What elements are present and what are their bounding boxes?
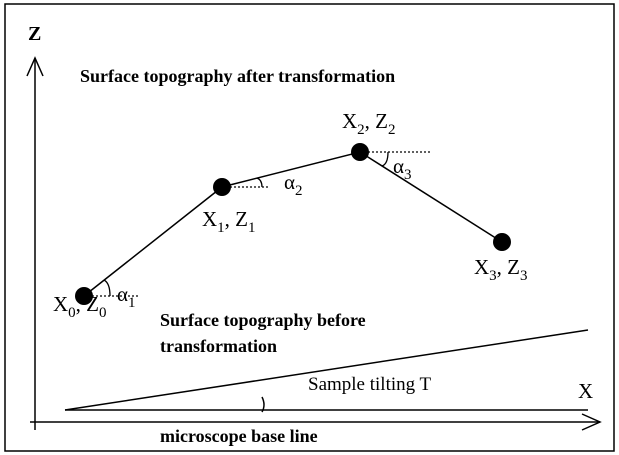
label-text: X xyxy=(202,207,217,231)
subscript: 3 xyxy=(404,167,412,183)
title-after: Surface topography after transformation xyxy=(80,66,395,86)
subscript: 0 xyxy=(99,305,107,321)
subscript: 1 xyxy=(128,295,136,311)
profile xyxy=(83,151,503,297)
label-text: , Z xyxy=(497,255,520,279)
label: X1, Z1 xyxy=(202,207,256,236)
subscript: 3 xyxy=(489,268,497,284)
label-text: X xyxy=(53,292,68,316)
label-text: X xyxy=(342,109,357,133)
label-text: , Z xyxy=(225,207,248,231)
subscript: 1 xyxy=(217,220,225,236)
label: X3, Z3 xyxy=(474,255,528,284)
subscript: 3 xyxy=(520,268,528,284)
label-text: α xyxy=(393,154,404,178)
reference-lines xyxy=(84,151,430,297)
label-text: , Z xyxy=(365,109,388,133)
base-label: microscope base line xyxy=(160,426,318,446)
x-arrow xyxy=(581,413,602,431)
title-before: Surface topography before xyxy=(160,310,366,330)
tilt-arc xyxy=(261,396,265,413)
label: α2 xyxy=(284,170,303,199)
angle-arcs xyxy=(103,151,389,297)
subscript: 2 xyxy=(295,183,303,199)
z-label: Z xyxy=(28,23,41,45)
label: α3 xyxy=(393,154,412,183)
x-label: X xyxy=(578,379,593,403)
z-arrow xyxy=(26,56,44,77)
tilt-line xyxy=(64,329,589,411)
label: α1 xyxy=(117,282,136,311)
label-text: , Z xyxy=(76,292,99,316)
label-text: α xyxy=(284,170,295,194)
tilt-label: Sample tilting T xyxy=(308,374,432,395)
label-text: X xyxy=(474,255,489,279)
subscript: 1 xyxy=(248,220,256,236)
frame xyxy=(4,3,615,452)
label-text: α xyxy=(117,282,128,306)
label: X0, Z0 xyxy=(53,292,107,321)
subscript: 2 xyxy=(388,122,396,138)
subscript: 2 xyxy=(357,122,365,138)
label: X2, Z2 xyxy=(342,109,396,138)
subscript: 0 xyxy=(68,305,76,321)
points xyxy=(75,143,511,305)
title-before: transformation xyxy=(160,336,277,356)
